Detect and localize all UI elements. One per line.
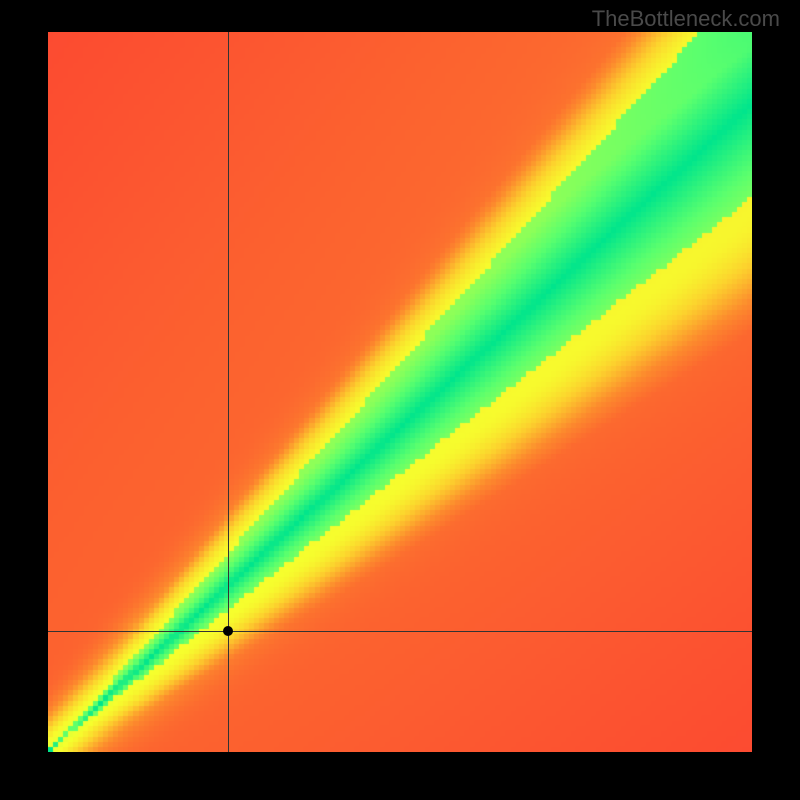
heatmap-canvas (48, 32, 752, 752)
watermark-text: TheBottleneck.com (592, 6, 780, 32)
marker-point (223, 626, 233, 636)
bottleneck-heatmap (48, 32, 752, 752)
crosshair-horizontal (48, 631, 752, 632)
crosshair-vertical (228, 32, 229, 752)
